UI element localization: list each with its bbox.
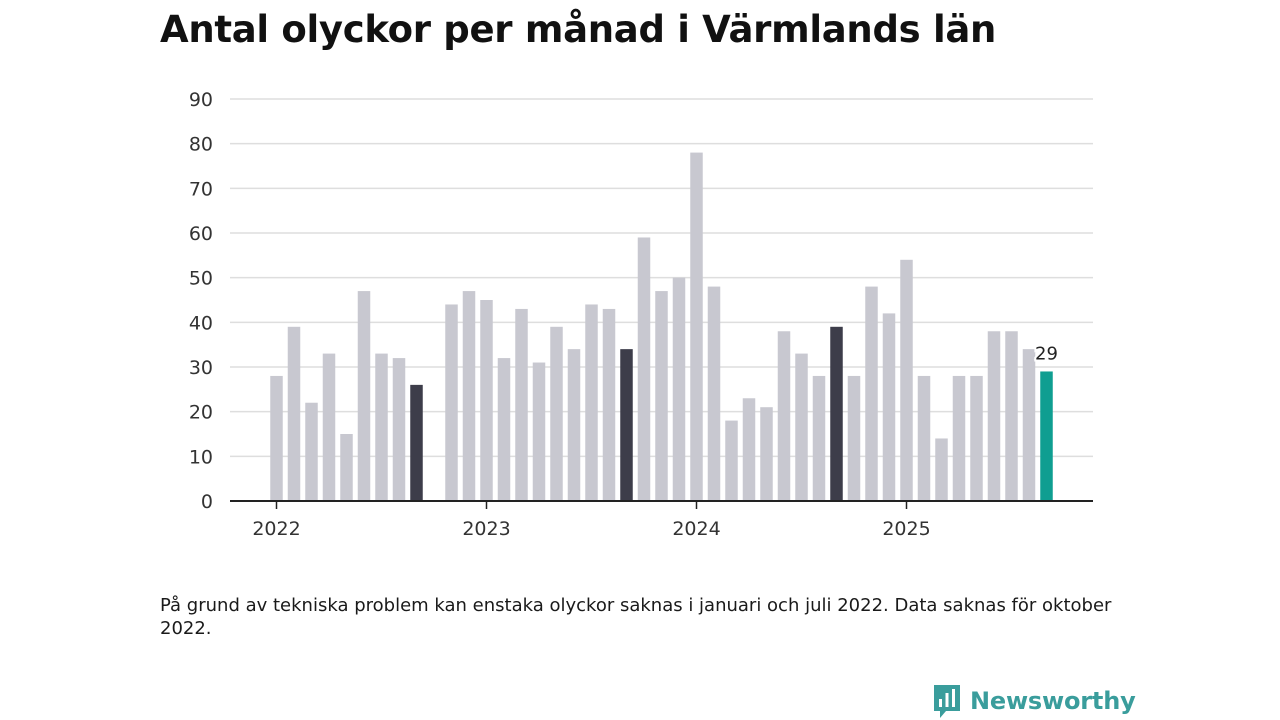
x-axis-ticks: 2022 2023 2024 2025	[252, 501, 931, 540]
bar-2024-04[interactable]	[742, 398, 756, 501]
x-tick-label: 2024	[672, 518, 720, 540]
y-tick-label: 90	[189, 89, 213, 111]
bar-2022-08[interactable]	[392, 358, 406, 501]
bar-2025-03[interactable]	[935, 438, 948, 501]
bar-2023-09[interactable]	[620, 349, 633, 501]
bar-2023-04[interactable]	[532, 362, 546, 501]
bar-2024-08[interactable]	[812, 375, 826, 501]
y-tick-label: 50	[189, 268, 213, 290]
bar-2023-03[interactable]	[515, 308, 528, 501]
bar-2024-05[interactable]	[760, 407, 773, 501]
bar-2023-01[interactable]	[480, 300, 493, 501]
bar-2025-08[interactable]	[1022, 349, 1036, 501]
x-tick-label: 2022	[252, 518, 300, 540]
bar-2022-05[interactable]	[340, 434, 353, 501]
bar-2023-06[interactable]	[567, 349, 581, 501]
bar-2022-04[interactable]	[322, 353, 336, 501]
bar-2025-02[interactable]	[917, 375, 931, 501]
bar-2025-06[interactable]	[987, 331, 1001, 501]
bar-2024-01[interactable]	[690, 152, 703, 501]
bar-2024-12[interactable]	[882, 313, 896, 501]
bar-chart: 0 10 20 30 40 50 60 70 80 90 2022 2023 2024 2025 29	[189, 89, 1093, 540]
bar-2024-03[interactable]	[725, 420, 738, 501]
bar-2022-09[interactable]	[410, 384, 423, 501]
bar-2025-05[interactable]	[970, 375, 983, 501]
bar-2025-04[interactable]	[952, 375, 966, 501]
bar-2025-01[interactable]	[900, 259, 913, 501]
bar-2025-07[interactable]	[1005, 331, 1018, 501]
bar-2022-03[interactable]	[305, 402, 318, 501]
y-tick-label: 20	[189, 402, 213, 424]
bar-2024-07[interactable]	[795, 353, 808, 501]
bar-2023-10[interactable]	[637, 237, 651, 501]
data-labels: 29	[1033, 341, 1060, 366]
bar-2022-11[interactable]	[445, 304, 458, 501]
bars	[270, 152, 1053, 501]
data-label: 29	[1035, 343, 1058, 364]
y-tick-label: 70	[189, 178, 213, 200]
bar-2025-09[interactable]	[1040, 371, 1053, 501]
bar-2023-02[interactable]	[497, 358, 511, 501]
y-tick-label: 30	[189, 357, 213, 379]
bar-2024-09[interactable]	[830, 326, 843, 501]
bar-2022-07[interactable]	[375, 353, 388, 501]
bar-2023-12[interactable]	[672, 277, 686, 501]
bar-2022-02[interactable]	[287, 326, 301, 501]
footnote: På grund av tekniska problem kan enstaka…	[160, 595, 1112, 639]
newsworthy-logo-icon	[934, 685, 960, 718]
bar-2023-08[interactable]	[602, 308, 616, 501]
bar-2024-02[interactable]	[707, 286, 721, 501]
y-tick-label: 40	[189, 312, 213, 334]
chart-title: Antal olyckor per månad i Värmlands län	[160, 8, 997, 51]
bar-2024-11[interactable]	[865, 286, 878, 501]
brand-name: Newsworthy	[970, 687, 1136, 715]
bar-2023-07[interactable]	[585, 304, 598, 501]
bar-2023-11[interactable]	[655, 291, 668, 501]
x-tick-label: 2023	[462, 518, 510, 540]
y-tick-label: 80	[189, 134, 213, 156]
bar-2022-12[interactable]	[462, 291, 476, 501]
y-tick-label: 10	[189, 446, 213, 468]
y-tick-label: 0	[201, 491, 213, 513]
bar-2024-10[interactable]	[847, 375, 861, 501]
bar-2023-05[interactable]	[550, 326, 563, 501]
y-axis-ticks: 0 10 20 30 40 50 60 70 80 90	[189, 89, 213, 513]
y-tick-label: 60	[189, 223, 213, 245]
x-tick-label: 2025	[882, 518, 930, 540]
bar-2022-06[interactable]	[357, 291, 371, 501]
bar-2022-01[interactable]	[270, 375, 283, 501]
brand-logo[interactable]: Newsworthy	[932, 683, 1136, 719]
bar-2024-06[interactable]	[777, 331, 791, 501]
